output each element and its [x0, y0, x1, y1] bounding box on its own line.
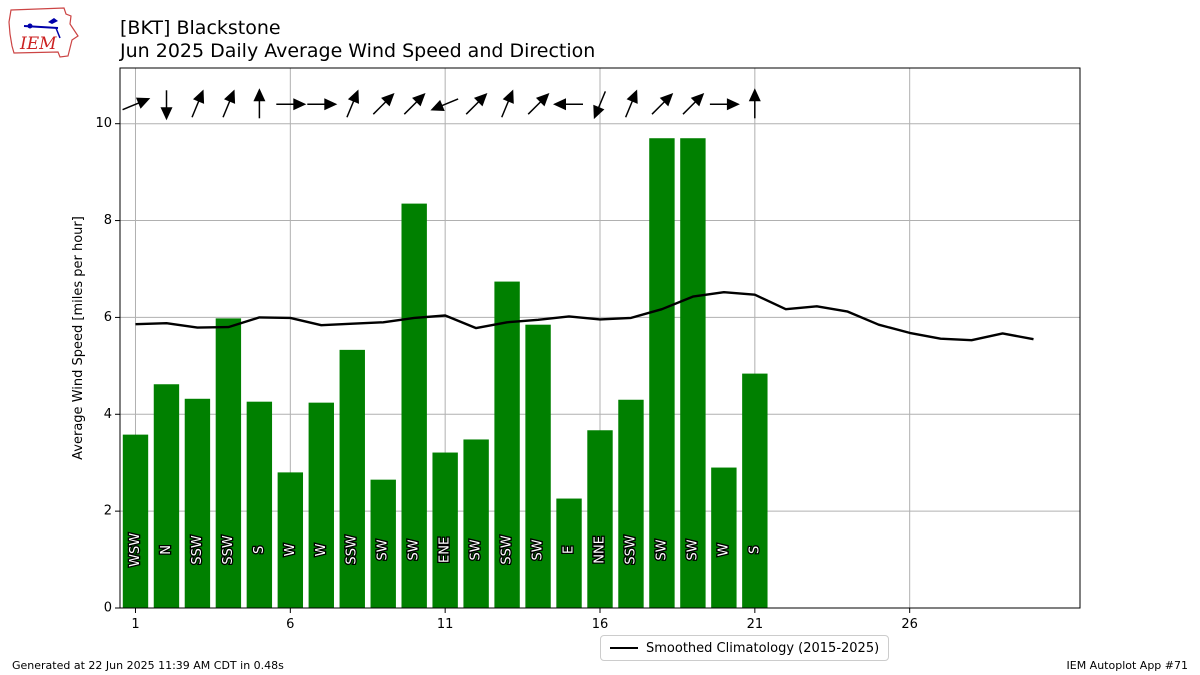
wind-arrow-icon: [160, 90, 173, 121]
bar-direction-label: S: [252, 546, 267, 554]
bar: [339, 349, 365, 608]
bar-direction-label: NNE: [593, 536, 608, 564]
generated-timestamp: Generated at 22 Jun 2025 11:39 AM CDT in…: [12, 659, 284, 672]
bar: [587, 430, 613, 608]
bars: [122, 138, 768, 608]
bar-direction-label: SSW: [221, 535, 236, 565]
bar: [463, 439, 489, 608]
climatology-line-group: [135, 291, 1034, 342]
bar-direction-label: ENE: [438, 537, 453, 563]
wind-arrow-icon: [253, 88, 266, 119]
bar-direction-label: SSW: [500, 535, 515, 565]
bar-direction-label: SW: [469, 539, 484, 560]
bar-direction-label: N: [159, 545, 174, 555]
iem-logo: IEM: [8, 4, 80, 60]
bar: [711, 467, 737, 608]
logo-text: IEM: [19, 34, 57, 54]
bar: [618, 399, 644, 608]
bar-direction-label: S: [747, 546, 762, 554]
wind-arrow-icon: [624, 89, 638, 118]
bar: [494, 281, 520, 608]
climatology-line: [135, 291, 1034, 342]
bar: [308, 402, 334, 608]
bar-direction-label: SSW: [190, 535, 205, 565]
legend-line-swatch: [610, 647, 638, 649]
bar: [649, 138, 675, 608]
bar: [246, 401, 273, 608]
wind-arrow-icon: [276, 98, 307, 111]
wind-arrow-icon: [593, 91, 607, 120]
x-tick-label: 21: [747, 617, 764, 632]
wind-arrow-icon: [709, 98, 740, 111]
bar-direction-label: SW: [407, 539, 422, 560]
bar-direction-label: SW: [531, 539, 546, 560]
wind-arrow-icon: [403, 92, 426, 115]
wind-arrow-icon: [191, 89, 205, 118]
wind-arrow-icon: [430, 98, 459, 111]
legend: Smoothed Climatology (2015-2025): [600, 635, 890, 661]
direction-labels: WSW N SSW SSW S W W SSW SW SW ENE SW SSW SW E NNE SSW SW S…: [127, 531, 764, 568]
wind-arrow-icon: [748, 88, 761, 119]
wind-arrows: [122, 88, 761, 121]
wind-arrow-icon: [501, 89, 514, 118]
bar-direction-label: SW: [685, 539, 700, 560]
bar: [153, 384, 180, 608]
wind-arrow-icon: [465, 92, 488, 115]
bar: [525, 324, 551, 608]
x-tick-label: 11: [437, 617, 454, 632]
bar: [277, 472, 304, 608]
wind-arrow-icon: [222, 89, 236, 118]
bar-direction-label: W: [716, 543, 731, 556]
wind-arrow-icon: [553, 98, 583, 111]
bar-direction-label: W: [283, 543, 298, 556]
y-tick-label: 2: [104, 504, 112, 519]
bar: [184, 398, 211, 608]
wind-arrow-icon: [527, 92, 550, 115]
wind-arrow-icon: [372, 92, 395, 115]
x-tick-label: 1: [131, 617, 139, 632]
y-tick-label: 10: [95, 116, 112, 131]
wind-arrow-icon: [122, 97, 151, 111]
bar-direction-label: W: [314, 543, 329, 556]
y-tick-label: 4: [104, 407, 112, 422]
bar: [370, 479, 396, 608]
legend-label: Smoothed Climatology (2015-2025): [646, 640, 880, 656]
y-tick-label: 6: [104, 310, 112, 325]
bar: [742, 373, 768, 608]
app-label: IEM Autoplot App #71: [1066, 659, 1189, 672]
chart-title-station: [BKT] Blackstone: [120, 17, 281, 39]
bar: [680, 138, 706, 608]
bar-direction-label: WSW: [128, 533, 143, 567]
bar: [432, 452, 458, 608]
bar: [215, 318, 242, 608]
bar-direction-label: SSW: [345, 535, 360, 565]
x-tick-label: 26: [901, 617, 918, 632]
wind-arrow-icon: [682, 92, 705, 115]
x-tick-label: 6: [286, 617, 294, 632]
y-axis-label: Average Wind Speed [miles per hour]: [71, 216, 86, 460]
wind-arrow-icon: [346, 89, 359, 118]
x-tick-label: 16: [592, 617, 609, 632]
y-tick-label: 0: [104, 601, 112, 616]
bar-direction-label: SW: [376, 539, 391, 560]
bar: [122, 434, 149, 608]
chart-title-description: Jun 2025 Daily Average Wind Speed and Di…: [120, 40, 596, 62]
bar-direction-label: E: [562, 546, 577, 554]
wind-arrow-icon: [651, 92, 674, 115]
bar: [556, 498, 582, 608]
bar-direction-label: SSW: [623, 535, 638, 565]
bar: [401, 203, 427, 608]
wind-arrow-icon: [307, 98, 338, 111]
bar-direction-label: SW: [654, 539, 669, 560]
y-tick-label: 8: [104, 213, 112, 228]
